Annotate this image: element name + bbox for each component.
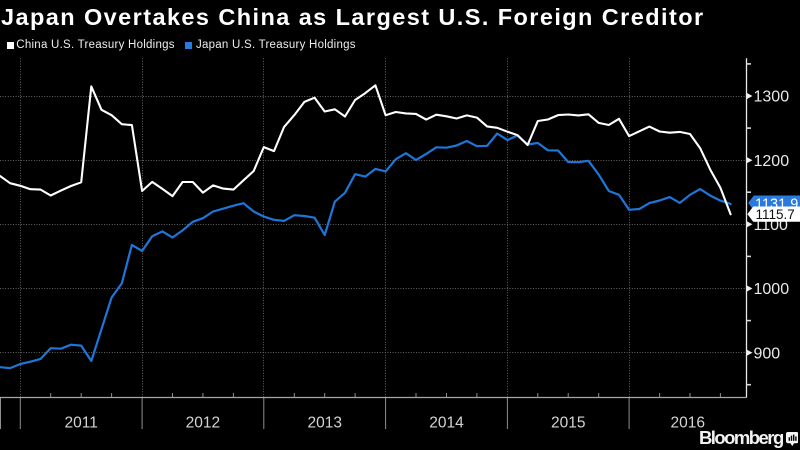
svg-text:2013: 2013 [307,415,341,432]
svg-text:2014: 2014 [429,415,464,432]
svg-text:900: 900 [754,345,781,362]
svg-text:1200: 1200 [754,153,790,170]
svg-text:1000: 1000 [754,281,790,298]
svg-text:1115.7: 1115.7 [756,207,795,222]
svg-text:2011: 2011 [65,415,98,432]
svg-text:1300: 1300 [754,89,790,106]
svg-text:2015: 2015 [551,415,585,432]
svg-text:2016: 2016 [671,415,705,432]
svg-text:2012: 2012 [186,415,220,432]
